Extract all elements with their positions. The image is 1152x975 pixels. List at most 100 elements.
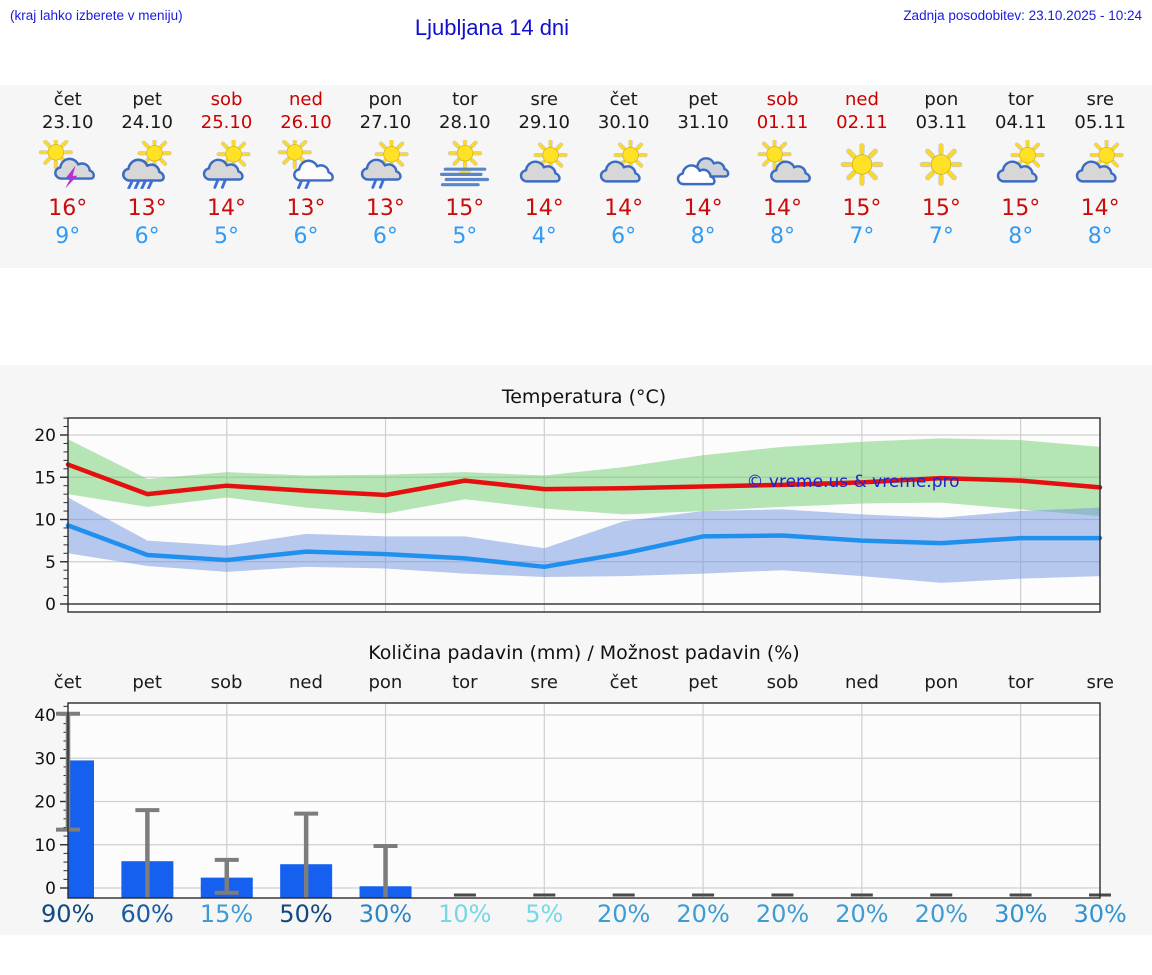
forecast-day: sre 05.11 14° 8°: [1060, 88, 1139, 268]
forecast-day: pon 03.11 15° 7°: [902, 88, 981, 268]
y-tick-label: 15: [34, 468, 56, 488]
high-temp: 14°: [604, 196, 644, 221]
low-temp: 6°: [134, 224, 160, 249]
high-temp: 15°: [445, 196, 485, 221]
y-tick-label: 10: [34, 836, 56, 856]
y-tick-label: 40: [34, 706, 56, 726]
precip-day-label: pon: [924, 672, 959, 693]
low-temp: 8°: [1008, 224, 1034, 249]
precip-zero-mark: [930, 893, 953, 897]
low-temp: 8°: [770, 224, 795, 249]
temperature-chart-title: Temperatura (°C): [501, 386, 667, 408]
fog-icon: [425, 136, 504, 192]
precip-probability-row: 90% 60% 15% 50% 30% 10% 5% 20% 20% 20% 20% 20% 30% 30…: [0, 900, 1152, 928]
temp-min-line: [65, 523, 1103, 570]
high-temp: 16°: [48, 196, 88, 221]
precip-probability: 90%: [41, 900, 95, 928]
high-temp: 14°: [683, 196, 723, 221]
low-temp: 6°: [611, 224, 637, 249]
white-rain-icon: [266, 136, 345, 192]
precip-zero-mark: [692, 893, 715, 897]
precip-day-label: pon: [368, 672, 403, 693]
forecast-day: pet 31.10 14° 8°: [663, 88, 742, 268]
high-temp: 15°: [921, 196, 961, 221]
page-title: Ljubljana 14 dni: [414, 15, 570, 40]
day-date: 05.11: [1074, 112, 1126, 133]
precip-zero-mark: [453, 893, 476, 897]
day-name: čet: [53, 89, 82, 110]
y-tick-label: 20: [34, 426, 56, 446]
precip-probability: 30%: [994, 900, 1048, 928]
day-name: sre: [1086, 89, 1114, 110]
forecast-day: sre 29.10 14° 4°: [505, 88, 584, 268]
high-temp: 14°: [524, 196, 564, 221]
y-tick-label: 10: [34, 511, 56, 531]
day-date: 23.10: [41, 112, 94, 133]
forecast-day: čet 23.10 16° 9°: [28, 88, 107, 268]
low-temp: 6°: [372, 224, 398, 249]
precip-probability: 20%: [755, 900, 810, 928]
day-date: 01.11: [756, 112, 809, 133]
precip-day-label: pet: [132, 672, 162, 693]
low-temp: 5°: [214, 224, 240, 249]
rain-heavy-icon: [107, 136, 186, 192]
precip-probability: 20%: [596, 900, 651, 928]
forecast-day: tor 04.11 15° 8°: [981, 88, 1060, 268]
y-tick-label: 5: [45, 553, 56, 573]
precip-probability: 60%: [120, 900, 174, 928]
precip-zero-mark: [612, 893, 635, 897]
precip-zero-mark: [771, 893, 794, 897]
high-temp: 13°: [127, 196, 167, 221]
precip-day-label: sob: [766, 672, 799, 693]
precip-probability: 50%: [279, 900, 333, 928]
precip-day-label: ned: [844, 672, 879, 693]
day-name: pon: [924, 89, 959, 110]
temperature-chart: 0 5 10 15 20 © vreme.us & vreme.pro: [34, 417, 1103, 615]
day-date: 03.11: [915, 112, 968, 133]
low-temp: 4°: [531, 224, 557, 249]
forecast-day: ned 26.10 13° 6°: [266, 88, 345, 268]
day-name: sob: [210, 89, 243, 110]
low-temp: 7°: [928, 224, 954, 249]
high-temp: 14°: [207, 196, 247, 221]
high-temp: 15°: [1001, 196, 1041, 221]
day-name: tor: [1008, 89, 1034, 110]
precip-probability: 5%: [525, 900, 564, 928]
day-name: pet: [688, 89, 718, 110]
precip-day-labels-row: čet pet sob ned pon tor sre čet pet sob ned pon tor s…: [0, 672, 1152, 693]
high-temp: 13°: [286, 196, 326, 221]
precip-probability: 30%: [358, 900, 413, 928]
day-name: ned: [844, 89, 879, 110]
precip-zero-mark: [850, 893, 873, 897]
precip-probability: 20%: [835, 900, 889, 928]
precip-probability: 20%: [914, 900, 969, 928]
y-tick-label: 0: [45, 595, 56, 615]
cloudy-icon: [663, 136, 742, 192]
precip-day-label: čet: [609, 672, 638, 693]
forecast-day: sob 25.10 14° 5°: [187, 88, 266, 268]
forecast-day: ned 02.11 15° 7°: [822, 88, 901, 268]
low-temp: 6°: [293, 224, 319, 249]
menu-hint-text: (kraj lahko izberete v meniju): [10, 8, 183, 23]
precip-probability: 20%: [676, 900, 730, 928]
low-temp: 5°: [452, 224, 478, 249]
day-name: čet: [609, 89, 638, 110]
day-name: pet: [132, 89, 162, 110]
last-update-text: Zadnja posodobitev: 23.10.2025 - 10:24: [903, 8, 1142, 23]
day-date: 28.10: [439, 112, 491, 133]
y-tick-label: 30: [34, 749, 56, 769]
watermark-text: © vreme.us & vreme.pro: [746, 472, 959, 492]
day-date: 02.11: [836, 112, 888, 133]
precip-day-label: tor: [452, 672, 478, 693]
high-temp: 14°: [1080, 196, 1120, 221]
sunny-icon: [822, 136, 901, 192]
precip-zero-mark: [1009, 893, 1032, 897]
day-name: tor: [452, 89, 478, 110]
precip-day-label: pet: [688, 672, 718, 693]
precip-day-label: sob: [210, 672, 243, 693]
precip-day-label: sre: [530, 672, 558, 693]
precip-probability: 30%: [1073, 900, 1127, 928]
high-temp: 15°: [842, 196, 882, 221]
day-date: 26.10: [280, 112, 332, 133]
partly2-icon: [743, 136, 822, 192]
